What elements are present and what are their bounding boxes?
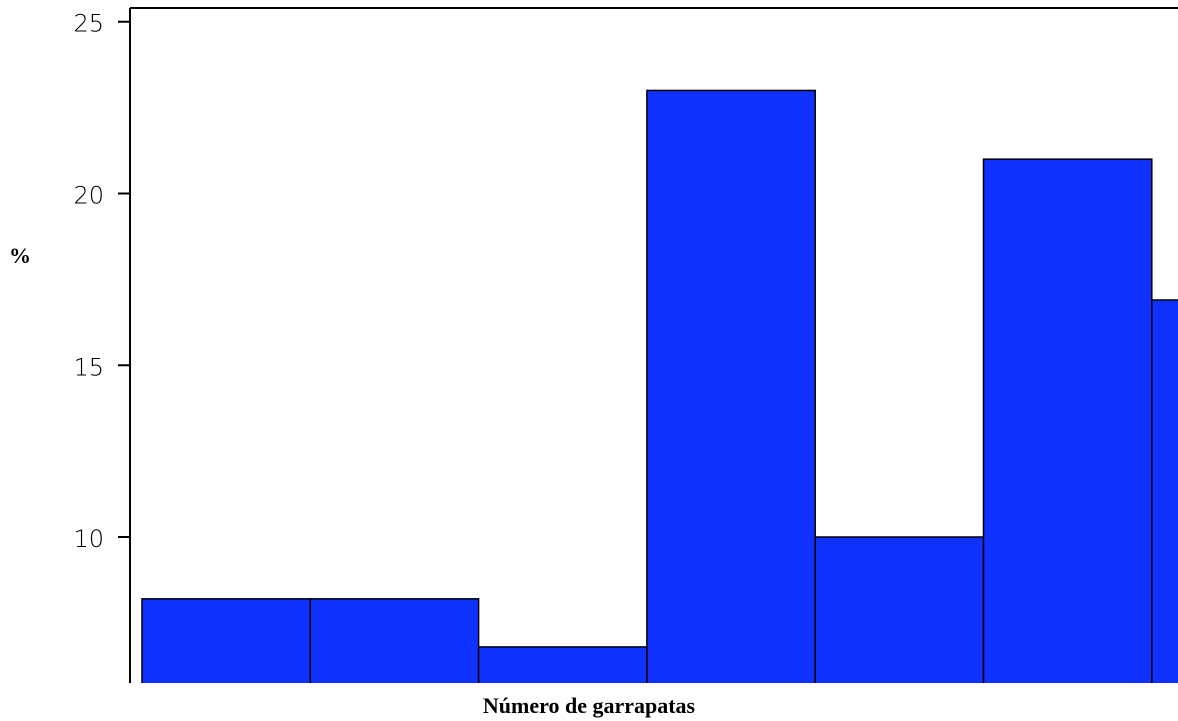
bar [814, 536, 985, 683]
bars [141, 89, 1178, 683]
y-tick-label: 10 [73, 525, 104, 553]
bar [1151, 299, 1178, 683]
y-tick-label: 20 [73, 181, 104, 209]
y-tick-label: 15 [73, 353, 104, 381]
bar [477, 646, 648, 683]
bar [982, 158, 1153, 683]
bar [141, 598, 312, 683]
bar [646, 89, 816, 683]
x-axis-label: Número de garrapatas [483, 693, 696, 718]
y-axis-label: % [9, 243, 31, 268]
y-tick-label: 25 [73, 10, 104, 38]
bar [309, 598, 480, 683]
